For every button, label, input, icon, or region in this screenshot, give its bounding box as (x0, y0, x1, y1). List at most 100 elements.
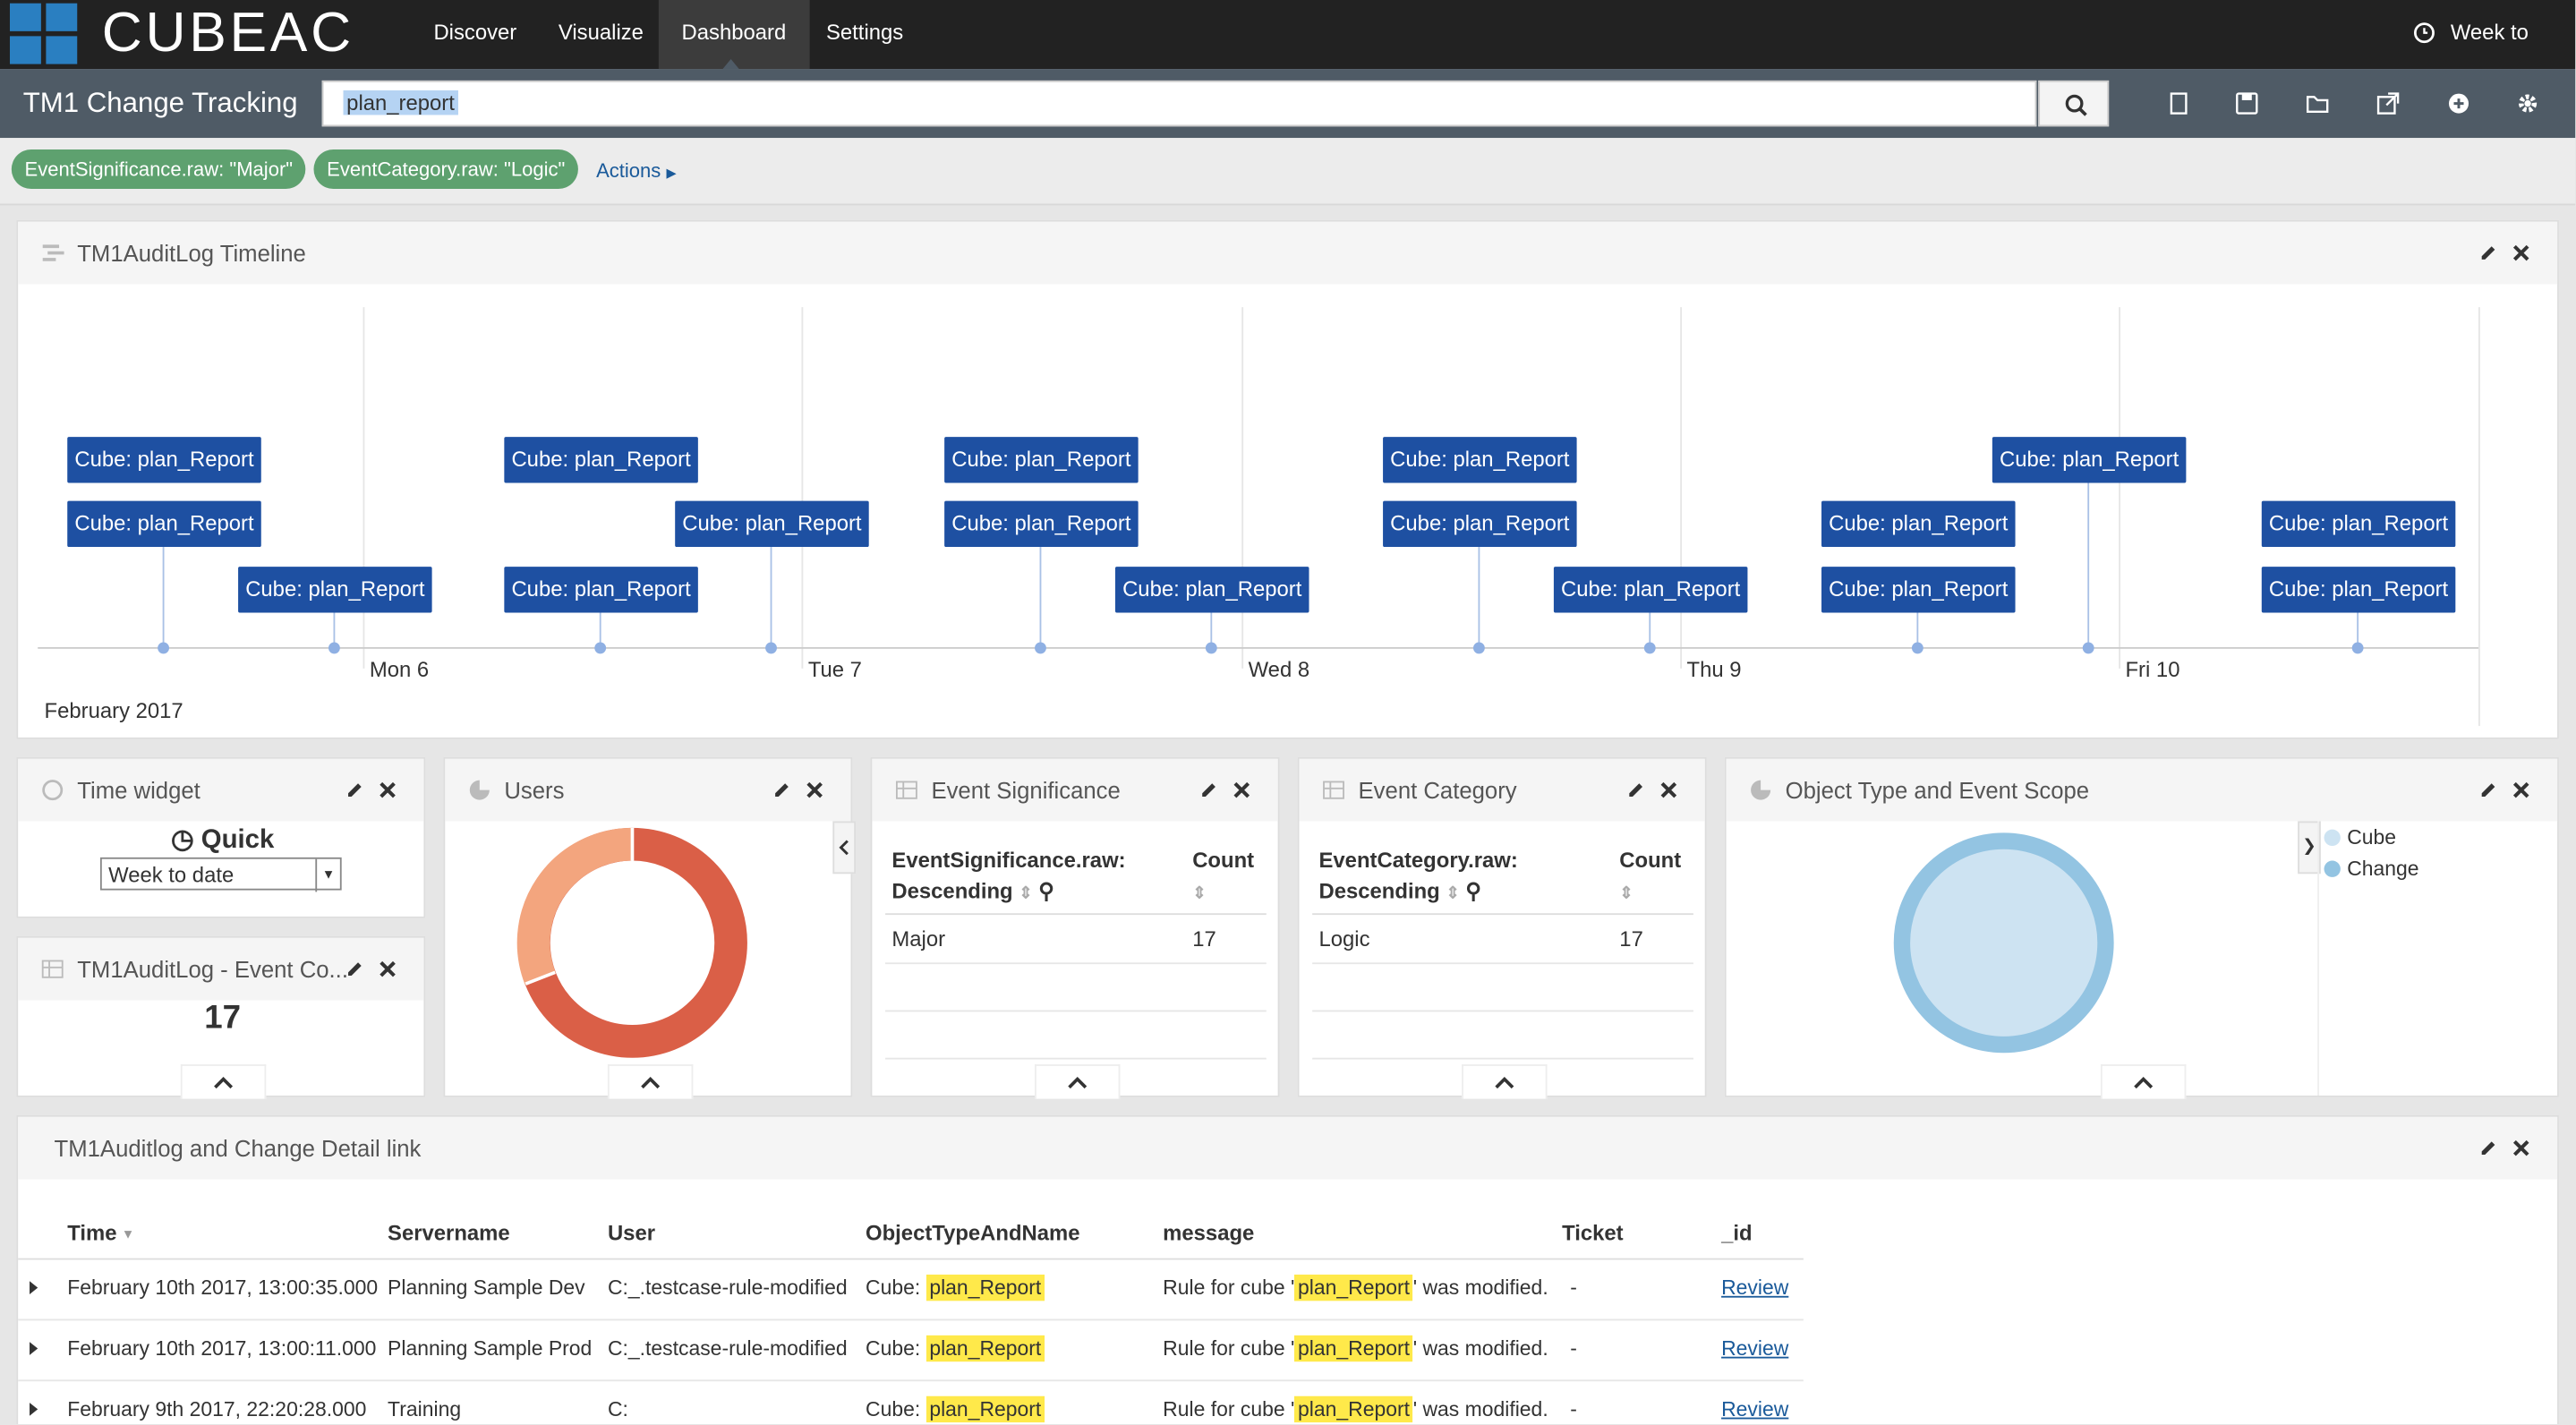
column-header[interactable]: User (607, 1220, 656, 1245)
edit-icon[interactable] (345, 781, 364, 800)
toolbar-icon[interactable] (2168, 92, 2191, 115)
cell-user: C:_.testcase-rule-modified (607, 1336, 848, 1361)
timeline-event[interactable]: Cube: plan_Report (1992, 437, 2187, 483)
column-header[interactable]: Ticket (1562, 1220, 1624, 1245)
query-text: plan_report (343, 90, 458, 115)
expand-row[interactable] (30, 1342, 39, 1355)
day-gridline (1680, 307, 1683, 669)
day-gridline (363, 307, 365, 669)
collapse-button[interactable] (2100, 1064, 2187, 1099)
timeline-event[interactable]: Cube: plan_Report (1114, 567, 1309, 613)
chevron-left (839, 840, 849, 856)
toolbar-icon[interactable] (2235, 92, 2258, 115)
timeline-event[interactable]: Cube: plan_Report (1553, 567, 1748, 613)
column-header[interactable]: Time (67, 1220, 117, 1245)
legend-toggle[interactable]: ❯ (2298, 821, 2321, 875)
event-stem (1039, 547, 1042, 647)
column-header[interactable]: _id (1721, 1220, 1753, 1245)
close-icon[interactable] (2512, 781, 2531, 800)
legend-swatch (2324, 860, 2341, 877)
timeline-event[interactable]: Cube: plan_Report (1821, 500, 2016, 548)
close-icon[interactable] (2512, 1139, 2531, 1158)
edit-icon[interactable] (2478, 1139, 2498, 1158)
timeline-event[interactable]: Cube: plan_Report (2261, 567, 2456, 613)
edit-icon[interactable] (772, 781, 791, 800)
filter-pill[interactable]: EventSignificance.raw: "Major" (11, 149, 306, 190)
legend-toggle[interactable] (832, 821, 857, 875)
cell-link[interactable]: Review (1721, 1276, 1789, 1300)
collapse-button[interactable] (607, 1064, 694, 1099)
expand-row[interactable] (30, 1281, 39, 1294)
close-icon[interactable] (2512, 243, 2531, 263)
row-rule (1312, 962, 1693, 965)
logo (10, 3, 78, 64)
panel-icon (1323, 781, 1344, 799)
timeline-event[interactable]: Cube: plan_Report (67, 437, 261, 483)
toolbar-icon[interactable] (2376, 92, 2400, 115)
users-widget: Users (443, 756, 857, 1099)
actions-menu[interactable]: Actions ▶ (596, 158, 677, 183)
timeline-event[interactable]: Cube: plan_Report (1383, 500, 1577, 548)
nav-item[interactable]: Visualize (558, 20, 644, 45)
message-highlight: plan_Report (1294, 1274, 1413, 1301)
close-icon[interactable] (378, 960, 397, 979)
timeline-event[interactable]: Cube: plan_Report (944, 500, 1139, 548)
message-post: ' was modified. (1412, 1276, 1548, 1300)
nav-item[interactable]: Discover (433, 20, 517, 45)
timeline-event[interactable]: Cube: plan_Report (504, 567, 698, 613)
column-header[interactable]: message (1163, 1220, 1255, 1245)
cell-server: Planning Sample Dev (388, 1276, 585, 1300)
sort-text: Descending (891, 878, 1013, 904)
close-icon[interactable] (805, 781, 824, 800)
edit-icon[interactable] (1626, 781, 1646, 800)
collapse-button[interactable] (1462, 1064, 1548, 1099)
close-icon[interactable] (1232, 781, 1251, 800)
close-icon[interactable] (1659, 781, 1678, 800)
object-type-widget: Object Type and Event Scope ❯ Cube Change (1724, 756, 2559, 1099)
timeline-event[interactable]: Cube: plan_Report (675, 500, 869, 548)
cell-time: February 9th 2017, 22:20:28.000 (67, 1397, 367, 1421)
search-button[interactable] (2038, 80, 2110, 127)
timeline-event[interactable]: Cube: plan_Report (238, 567, 432, 613)
column-header[interactable]: Servername (388, 1220, 510, 1245)
filter-pill[interactable]: EventCategory.raw: "Logic" (313, 149, 578, 190)
expand-row[interactable] (30, 1403, 39, 1416)
event-stem (162, 547, 165, 647)
cell-link[interactable]: Review (1721, 1397, 1789, 1421)
edit-icon[interactable] (2478, 243, 2498, 263)
cell-link[interactable]: Review (1721, 1336, 1789, 1361)
collapse-button[interactable] (180, 1064, 267, 1099)
collapse-button[interactable] (1035, 1064, 1121, 1099)
event-dot (2351, 642, 2364, 654)
cell: Logic (1318, 926, 1370, 951)
actions-label: Actions (596, 158, 661, 183)
timeline-event[interactable]: Cube: plan_Report (504, 437, 698, 483)
edit-icon[interactable] (2478, 781, 2498, 800)
day-label: Tue 7 (807, 657, 862, 682)
message-pre: Rule for cube ' (1163, 1276, 1295, 1300)
close-icon[interactable] (378, 781, 397, 800)
timeline-event[interactable]: Cube: plan_Report (1383, 437, 1577, 483)
edit-icon[interactable] (1199, 781, 1219, 800)
timeline-event[interactable]: Cube: plan_Report (67, 500, 261, 548)
column-header[interactable]: ObjectTypeAndName (866, 1220, 1080, 1245)
object-name: plan_Report (925, 1335, 1045, 1362)
search-input[interactable]: plan_report (321, 80, 2037, 127)
toolbar-icon[interactable] (2306, 92, 2329, 115)
edit-icon[interactable] (345, 960, 364, 979)
object-name: plan_Report (925, 1395, 1045, 1423)
quick-text: Quick (200, 826, 275, 855)
row-rule (1312, 1010, 1693, 1012)
toolbar-icon[interactable] (2516, 92, 2539, 115)
panel-icon (1751, 780, 1771, 800)
event-dot (2082, 642, 2094, 654)
quick-select[interactable]: Week to date ▼ (99, 857, 342, 892)
timeline-event[interactable]: Cube: plan_Report (2261, 500, 2456, 548)
toolbar-icon[interactable] (2447, 92, 2470, 115)
message-post: ' was modified. (1412, 1397, 1548, 1421)
timeline-event[interactable]: Cube: plan_Report (944, 437, 1139, 483)
timeline-event[interactable]: Cube: plan_Report (1821, 567, 2016, 613)
nav-item[interactable]: Settings (826, 20, 904, 45)
event-dot (765, 642, 777, 654)
nav-item[interactable]: Dashboard (658, 0, 809, 70)
